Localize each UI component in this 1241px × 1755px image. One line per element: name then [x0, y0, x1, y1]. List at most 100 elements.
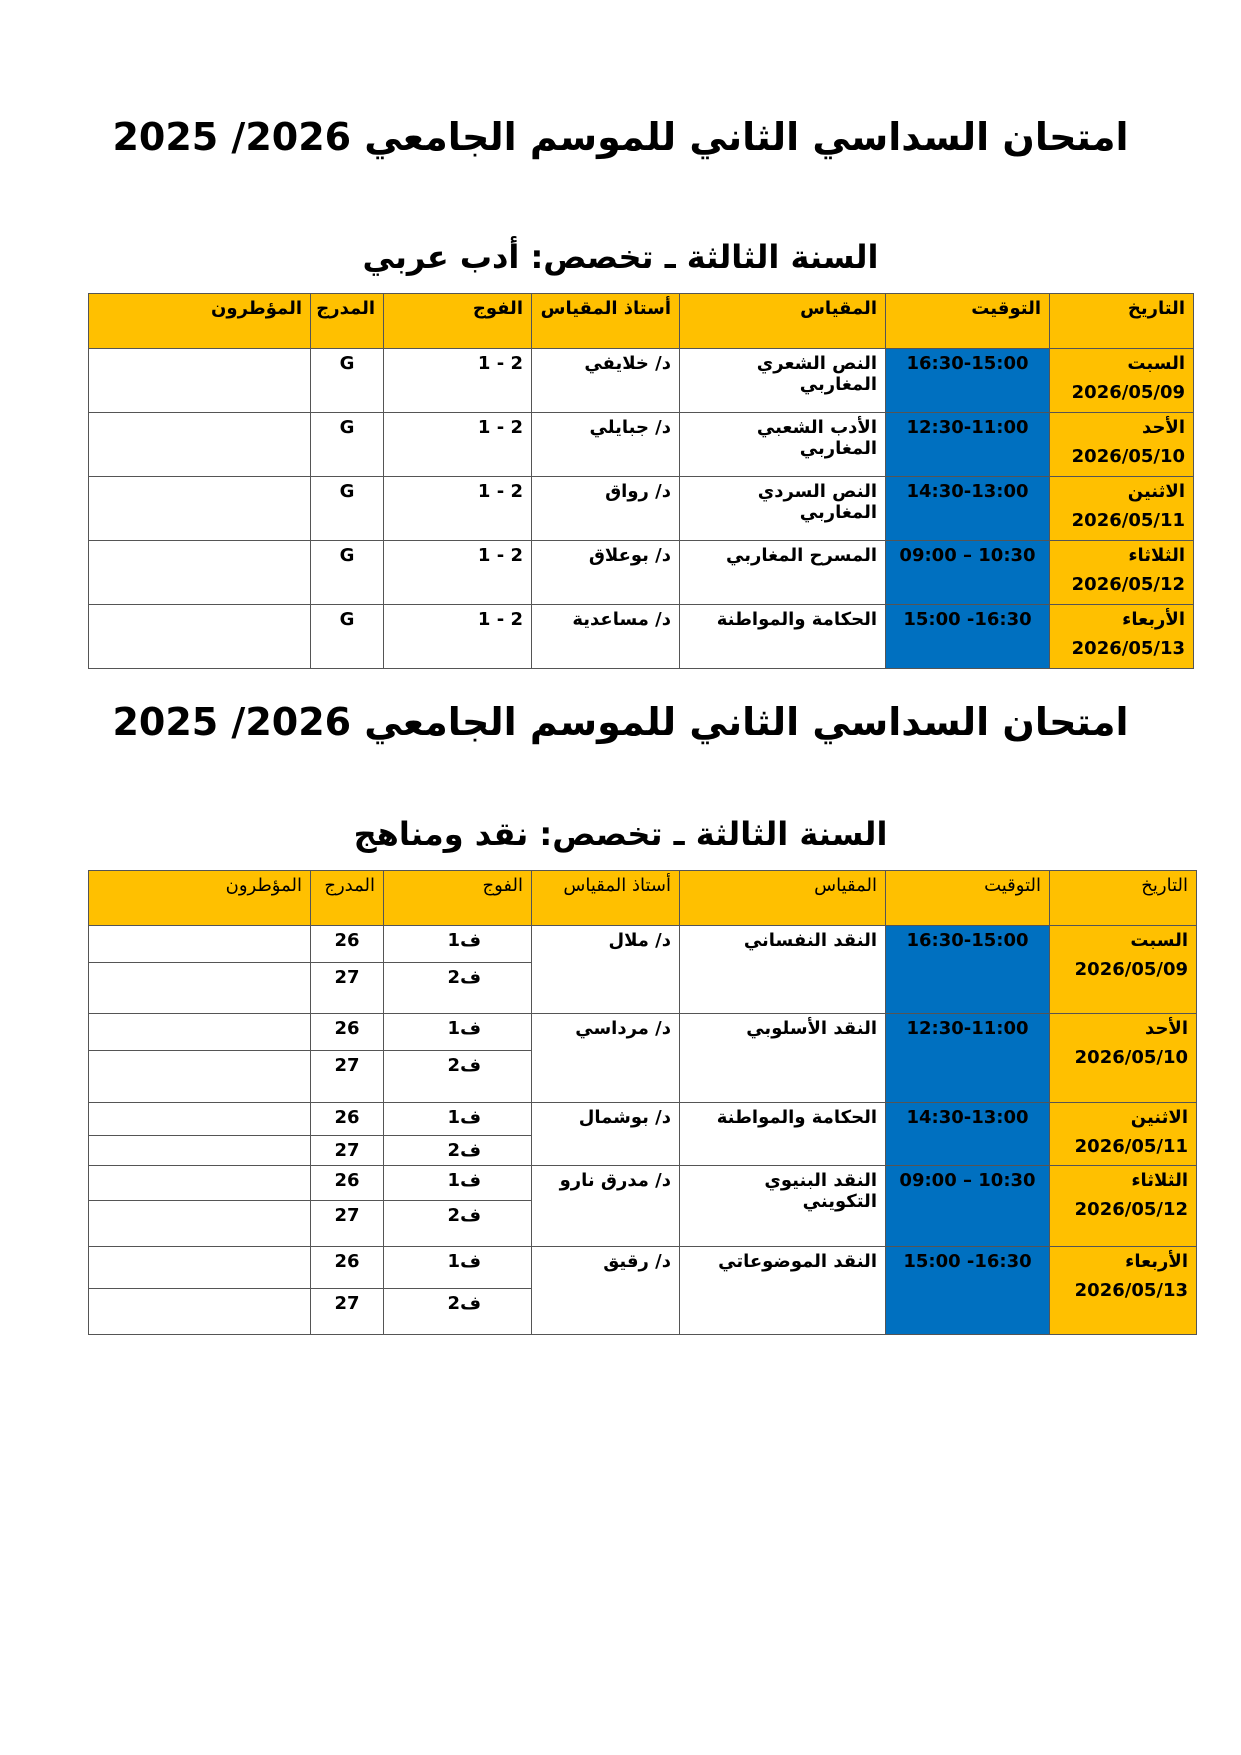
column-header: المقياس — [679, 293, 886, 349]
supervisors-cell — [88, 962, 311, 1014]
group-cell: ف2 — [383, 1200, 532, 1247]
schedule-table-adab: التاريخ التوقيت المقياس أستاذ المقياس الفوج ا… — [88, 293, 1194, 669]
time-cell: 16:30- 15:00 — [885, 1246, 1050, 1335]
group-cell: 2 - 1 — [383, 540, 532, 605]
supervisors-cell — [88, 604, 311, 669]
column-header: التوقيت — [885, 870, 1050, 926]
day-label: السبت — [1130, 930, 1188, 951]
date-cell: الأربعاء 2026/05/13 — [1049, 604, 1194, 669]
date-cell: الثلاثاء 2026/05/12 — [1049, 540, 1194, 605]
day-label: السبت — [1127, 353, 1185, 374]
day-label: الاثنين — [1130, 1107, 1188, 1128]
hall-cell: 27 — [310, 1200, 384, 1247]
column-header: أستاذ المقياس — [531, 293, 680, 349]
page-title-2: امتحان السداسي الثاني للموسم الجامعي 202… — [112, 700, 1129, 744]
column-header: الفوج — [383, 870, 532, 926]
hall-cell: G — [310, 540, 384, 605]
module-cell: النقد النفساني — [679, 925, 886, 1014]
table-row: ف2 27 — [88, 1200, 1197, 1247]
column-header: المؤطرون — [88, 293, 311, 349]
supervisors-cell — [88, 348, 311, 413]
column-header: المقياس — [679, 870, 886, 926]
group-cell: 2 - 1 — [383, 604, 532, 669]
time-cell: 10:30 – 09:00 — [885, 1165, 1050, 1247]
date-cell: الاثنين 2026/05/11 — [1049, 476, 1194, 541]
date-cell: السبت 2026/05/09 — [1049, 348, 1194, 413]
date-cell: الأربعاء 2026/05/13 — [1049, 1246, 1197, 1335]
time-cell: 16:30- 15:00 — [885, 604, 1050, 669]
column-header: أستاذ المقياس — [531, 870, 680, 926]
day-label: الثلاثاء — [1131, 1170, 1188, 1191]
table-header-row: التاريخ التوقيت المقياس أستاذ المقياس الفوج ا… — [88, 293, 1194, 349]
column-header: التاريخ — [1049, 870, 1197, 926]
hall-cell: G — [310, 348, 384, 413]
teacher-cell: د/ بوشمال — [531, 1102, 680, 1166]
hall-cell: 27 — [310, 1288, 384, 1335]
column-header: التاريخ — [1049, 293, 1194, 349]
date-label: 2026/05/13 — [1074, 1280, 1188, 1301]
group-cell: 2 - 1 — [383, 476, 532, 541]
supervisors-cell — [88, 1013, 311, 1051]
module-cell: المسرح المغاربي — [679, 540, 886, 605]
hall-cell: G — [310, 476, 384, 541]
date-cell: الاثنين 2026/05/11 — [1049, 1102, 1197, 1166]
supervisors-cell — [88, 1165, 311, 1201]
teacher-cell: د/ مدرق نارو — [531, 1165, 680, 1247]
table-row: ف2 27 — [88, 1288, 1197, 1335]
teacher-cell: د/ رقيق — [531, 1246, 680, 1335]
teacher-cell: د/ جبايلي — [531, 412, 680, 477]
table-row: الأحد 2026/05/10 12:30-11:00 الأدب الشعبي ا… — [88, 412, 1194, 477]
date-cell: الأحد 2026/05/10 — [1049, 412, 1194, 477]
date-label: 2026/05/10 — [1074, 1047, 1188, 1068]
hall-cell: 27 — [310, 962, 384, 1014]
column-header: المدرج — [310, 293, 384, 349]
group-cell: ف1 — [383, 1102, 532, 1136]
day-label: الأربعاء — [1125, 1251, 1188, 1272]
supervisors-cell — [88, 1288, 311, 1335]
supervisors-cell — [88, 1102, 311, 1136]
group-cell: ف2 — [383, 962, 532, 1014]
time-cell: 12:30-11:00 — [885, 1013, 1050, 1103]
module-cell: النقد البنيوي التكويني — [679, 1165, 886, 1247]
table-row: الثلاثاء 2026/05/12 10:30 – 09:00 المسرح ال… — [88, 540, 1194, 605]
date-label: 2026/05/09 — [1074, 959, 1188, 980]
table-row: الثلاثاء 2026/05/12 10:30 – 09:00 النقد الب… — [88, 1165, 1197, 1247]
hall-cell: 27 — [310, 1050, 384, 1103]
supervisors-cell — [88, 540, 311, 605]
supervisors-cell — [88, 1246, 311, 1289]
column-header: الفوج — [383, 293, 532, 349]
table-row: الأحد 2026/05/10 12:30-11:00 النقد الأسلوبي… — [88, 1013, 1197, 1103]
supervisors-cell — [88, 412, 311, 477]
teacher-cell: د/ رواق — [531, 476, 680, 541]
hall-cell: 26 — [310, 1246, 384, 1289]
hall-cell: 26 — [310, 1102, 384, 1136]
supervisors-cell — [88, 1200, 311, 1247]
page-title: امتحان السداسي الثاني للموسم الجامعي 202… — [112, 115, 1129, 159]
date-label: 2026/05/13 — [1071, 638, 1185, 659]
supervisors-cell — [88, 476, 311, 541]
time-cell: 12:30-11:00 — [885, 412, 1050, 477]
group-cell: ف2 — [383, 1050, 532, 1103]
date-label: 2026/05/11 — [1071, 510, 1185, 531]
table-row: ف2 27 — [88, 962, 1197, 1014]
teacher-cell: د/ بوعلاق — [531, 540, 680, 605]
date-label: 2026/05/11 — [1074, 1136, 1188, 1157]
day-label: الأحد — [1142, 417, 1185, 438]
date-label: 2026/05/09 — [1071, 382, 1185, 403]
date-label: 2026/05/12 — [1074, 1199, 1188, 1220]
group-cell: ف2 — [383, 1135, 532, 1166]
supervisors-cell — [88, 1135, 311, 1166]
day-label: الثلاثاء — [1128, 545, 1185, 566]
day-label: الاثنين — [1127, 481, 1185, 502]
time-cell: 16:30-15:00 — [885, 348, 1050, 413]
group-cell: ف1 — [383, 925, 532, 963]
supervisors-cell — [88, 925, 311, 963]
section2-subtitle: السنة الثالثة ـ تخصص: نقد ومناهج — [353, 815, 888, 853]
teacher-cell: د/ خلايفي — [531, 348, 680, 413]
day-label: الأربعاء — [1122, 609, 1185, 630]
column-header: المدرج — [310, 870, 384, 926]
module-cell: الحكامة والمواطنة — [679, 604, 886, 669]
hall-cell: 26 — [310, 925, 384, 963]
column-header: المؤطرون — [88, 870, 311, 926]
table-row: الأربعاء 2026/05/13 16:30- 15:00 الحكامة وا… — [88, 604, 1194, 669]
